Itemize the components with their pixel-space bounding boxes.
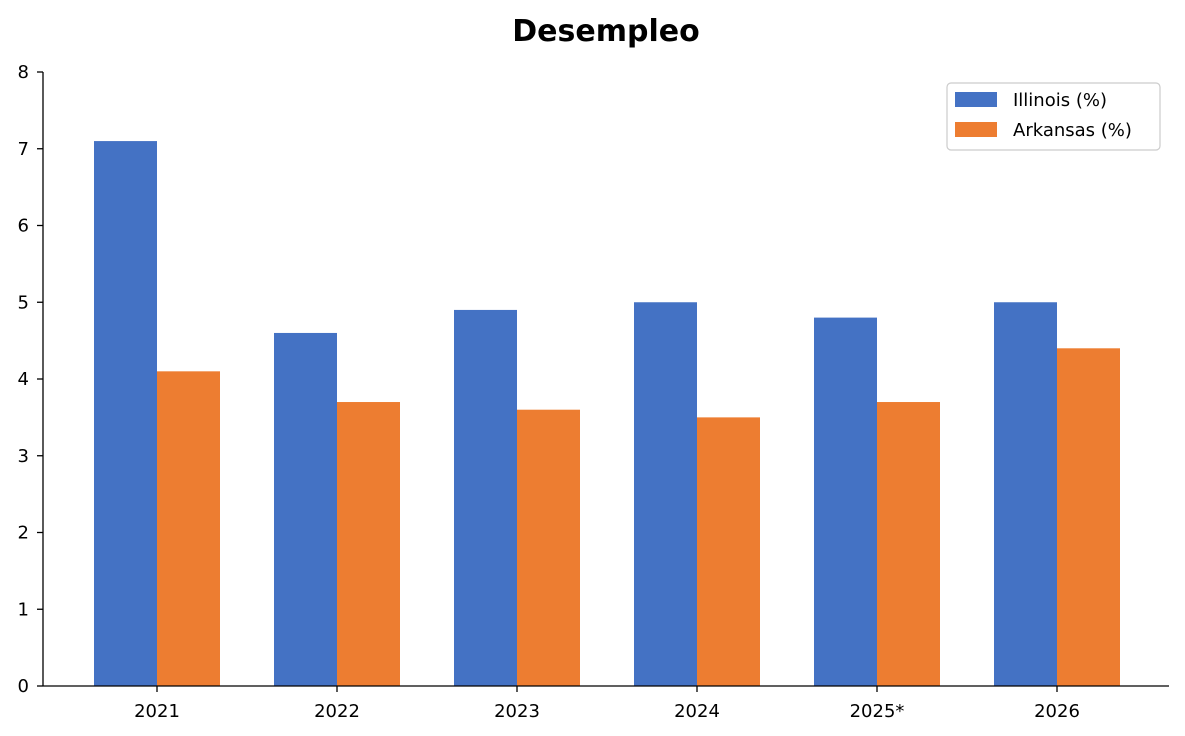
y-tick-label: 6 — [18, 216, 29, 237]
y-tick-label: 0 — [18, 676, 29, 697]
x-axis: 2021 2022 2023 2024 2025* 2026 — [43, 685, 1169, 722]
bar-illinois-2021 — [94, 141, 157, 686]
y-tick-label: 8 — [18, 62, 29, 83]
legend-label: Arkansas (%) — [1013, 120, 1132, 141]
legend-label: Illinois (%) — [1013, 90, 1107, 111]
legend-swatch — [955, 122, 997, 137]
y-axis: 0 1 2 3 4 5 6 7 8 — [18, 62, 44, 697]
y-tick-label: 2 — [18, 523, 29, 544]
bar-illinois-2022 — [274, 332, 337, 686]
x-tick-label: 2024 — [674, 701, 720, 722]
x-tick-label: 2026 — [1034, 701, 1080, 722]
y-tick-label: 4 — [18, 369, 29, 390]
legend-swatch — [955, 92, 997, 107]
bar-arkansas-2025 — [877, 402, 940, 686]
bar-arkansas-2023 — [517, 409, 580, 686]
y-tick-label: 3 — [18, 446, 29, 467]
bar-arkansas-2022 — [337, 402, 400, 686]
x-tick-label: 2023 — [494, 701, 540, 722]
chart-title: Desempleo — [512, 14, 699, 49]
legend-frame — [946, 82, 1161, 151]
x-tick-label: 2022 — [314, 701, 360, 722]
x-tick-label: 2021 — [134, 701, 180, 722]
bar-illinois-2025 — [814, 317, 877, 686]
y-tick-label: 7 — [18, 139, 29, 160]
bar-illinois-2023 — [454, 309, 517, 686]
bars-group — [94, 141, 1120, 686]
bar-illinois-2026 — [994, 302, 1057, 686]
y-tick-label: 5 — [18, 292, 29, 313]
bar-illinois-2024 — [634, 302, 697, 686]
bar-arkansas-2021 — [157, 371, 220, 686]
bar-arkansas-2026 — [1057, 348, 1120, 686]
bar-arkansas-2024 — [697, 417, 760, 686]
legend: Illinois (%) Arkansas (%) — [946, 82, 1161, 151]
y-tick-label: 1 — [18, 599, 29, 620]
x-tick-label: 2025* — [850, 701, 905, 722]
